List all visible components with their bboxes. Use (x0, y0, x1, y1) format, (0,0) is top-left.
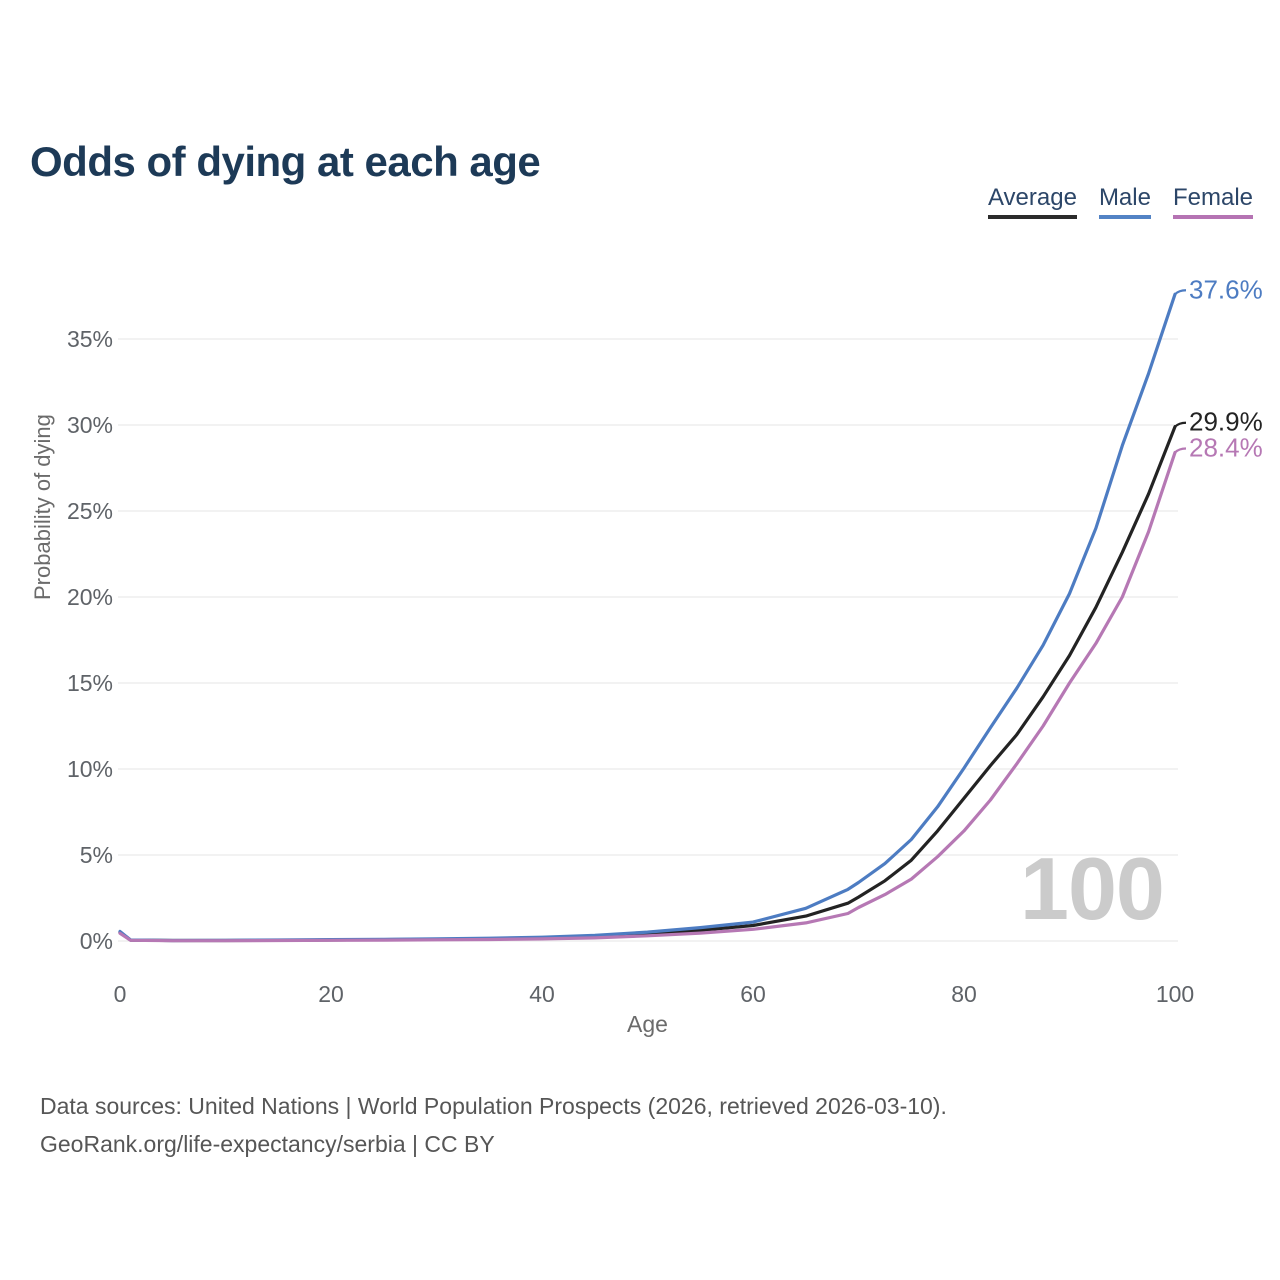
data-source-line: Data sources: United Nations | World Pop… (40, 1093, 947, 1119)
end-label-female: 28.4% (1189, 433, 1263, 463)
y-tick-label: 5% (80, 842, 113, 868)
footer: Data sources: United Nations | World Pop… (40, 1088, 1240, 1164)
x-tick-label: 0 (114, 981, 127, 1007)
x-tick-label: 100 (1156, 981, 1194, 1007)
legend: Average Male Female (987, 184, 1253, 219)
end-label-average: 29.9% (1189, 407, 1263, 437)
attribution-line: GeoRank.org/life-expectancy/serbia | CC … (40, 1130, 495, 1157)
y-tick-label: 10% (67, 756, 113, 782)
y-tick-label: 30% (67, 412, 113, 438)
page-title: Odds of dying at each age (30, 138, 541, 186)
y-tick-label: 15% (67, 670, 113, 696)
x-axis-title: Age (627, 1011, 668, 1037)
legend-item-female[interactable]: Female (1172, 184, 1253, 219)
x-tick-label: 20 (318, 981, 344, 1007)
x-tick-label: 80 (951, 981, 977, 1007)
series-male-line (118, 292, 1177, 943)
watermark-age-100: 100 (1020, 839, 1165, 938)
legend-item-average[interactable]: Average (987, 184, 1077, 219)
series-female-line (118, 450, 1177, 943)
end-label-connector-male (1174, 289, 1187, 296)
y-tick-label: 0% (80, 928, 113, 954)
legend-item-male[interactable]: Male (1098, 184, 1151, 219)
y-tick-label: 25% (67, 498, 113, 524)
x-tick-label: 60 (740, 981, 766, 1007)
end-label-male: 37.6% (1189, 274, 1263, 304)
y-tick-label: 20% (67, 584, 113, 610)
y-tick-label: 35% (67, 326, 113, 352)
x-tick-label: 40 (529, 981, 555, 1007)
end-label-connector-average (1174, 421, 1187, 428)
end-label-connector-female (1174, 447, 1187, 454)
